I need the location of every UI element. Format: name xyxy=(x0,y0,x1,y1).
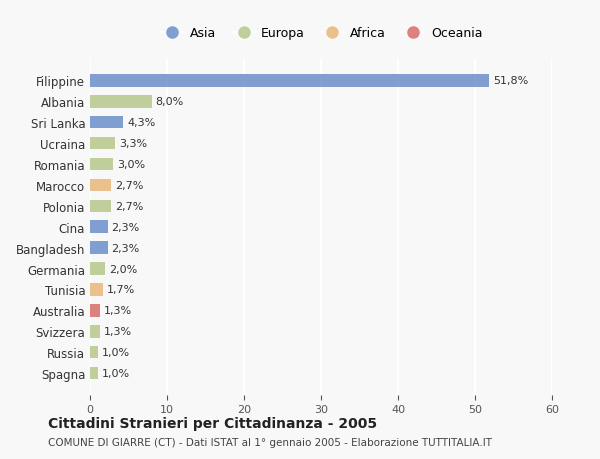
Text: 3,0%: 3,0% xyxy=(117,160,145,170)
Bar xyxy=(90,221,108,234)
Bar xyxy=(90,242,108,254)
Bar xyxy=(90,200,111,213)
Bar xyxy=(90,367,98,380)
Text: 1,3%: 1,3% xyxy=(104,326,132,336)
Text: COMUNE DI GIARRE (CT) - Dati ISTAT al 1° gennaio 2005 - Elaborazione TUTTITALIA.: COMUNE DI GIARRE (CT) - Dati ISTAT al 1°… xyxy=(48,437,492,447)
Text: 2,3%: 2,3% xyxy=(112,222,140,232)
Text: 1,7%: 1,7% xyxy=(107,285,135,295)
Bar xyxy=(90,325,100,338)
Text: 3,3%: 3,3% xyxy=(119,139,148,149)
Legend: Asia, Europa, Africa, Oceania: Asia, Europa, Africa, Oceania xyxy=(155,22,487,45)
Text: 1,3%: 1,3% xyxy=(104,306,132,316)
Bar xyxy=(90,75,489,87)
Text: 2,7%: 2,7% xyxy=(115,202,143,211)
Text: 8,0%: 8,0% xyxy=(155,97,184,107)
Bar xyxy=(90,263,106,275)
Bar xyxy=(90,346,98,358)
Text: Cittadini Stranieri per Cittadinanza - 2005: Cittadini Stranieri per Cittadinanza - 2… xyxy=(48,416,377,430)
Text: 4,3%: 4,3% xyxy=(127,118,155,128)
Bar xyxy=(90,138,115,150)
Bar xyxy=(90,304,100,317)
Bar xyxy=(90,96,152,108)
Bar xyxy=(90,284,103,296)
Text: 2,7%: 2,7% xyxy=(115,180,143,190)
Bar xyxy=(90,179,111,192)
Text: 1,0%: 1,0% xyxy=(101,368,130,378)
Bar xyxy=(90,158,113,171)
Bar xyxy=(90,117,123,129)
Text: 51,8%: 51,8% xyxy=(493,76,528,86)
Text: 2,3%: 2,3% xyxy=(112,243,140,253)
Text: 2,0%: 2,0% xyxy=(109,264,137,274)
Text: 1,0%: 1,0% xyxy=(101,347,130,358)
